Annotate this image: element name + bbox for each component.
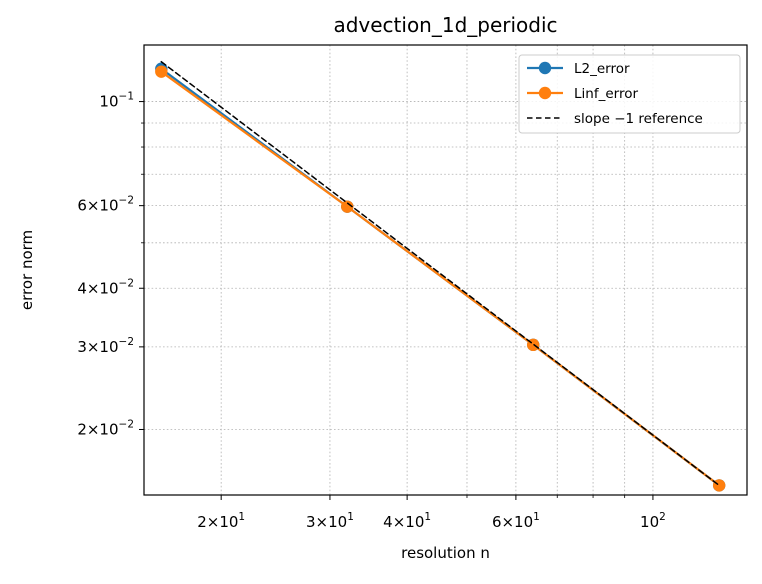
legend-label-2: slope −1 reference [574,111,703,127]
y-tick-label: 4×10−2 [77,277,134,297]
legend-box [518,54,741,134]
x-tick-label: 4×101 [383,511,431,531]
series-line-1 [160,70,721,487]
y-tick-label: 2×10−2 [77,418,134,438]
x-tick-label: 102 [640,511,666,531]
axis-ticks: 2×101 3×101 4×101 6×101 102 10−1 6×10−2 4×10−2 3… [77,91,666,531]
series-line-2 [160,60,720,487]
plot-frame [143,44,748,496]
y-tick-label: 3×10−2 [77,336,134,356]
x-tick-label: 2×101 [197,511,245,531]
series-layer [155,60,726,492]
data-point-1 [712,479,726,492]
x-tick-label: 3×101 [306,511,354,531]
y-tick-label: 6×10−2 [77,195,134,215]
data-point-1 [155,65,168,78]
legend-marker-1 [538,86,552,100]
x-axis-label: resolution n [401,544,490,562]
chart-title: advection_1d_periodic [333,13,557,37]
x-tick-label: 6×101 [492,511,540,531]
data-point-1 [341,200,354,213]
legend-label-0: L2_error [574,61,630,77]
legend-marker-0 [538,61,552,75]
y-tick-label: 10−1 [99,91,134,111]
legend-label-1: Linf_error [574,86,638,102]
y-axis-label: error norm [18,230,36,310]
